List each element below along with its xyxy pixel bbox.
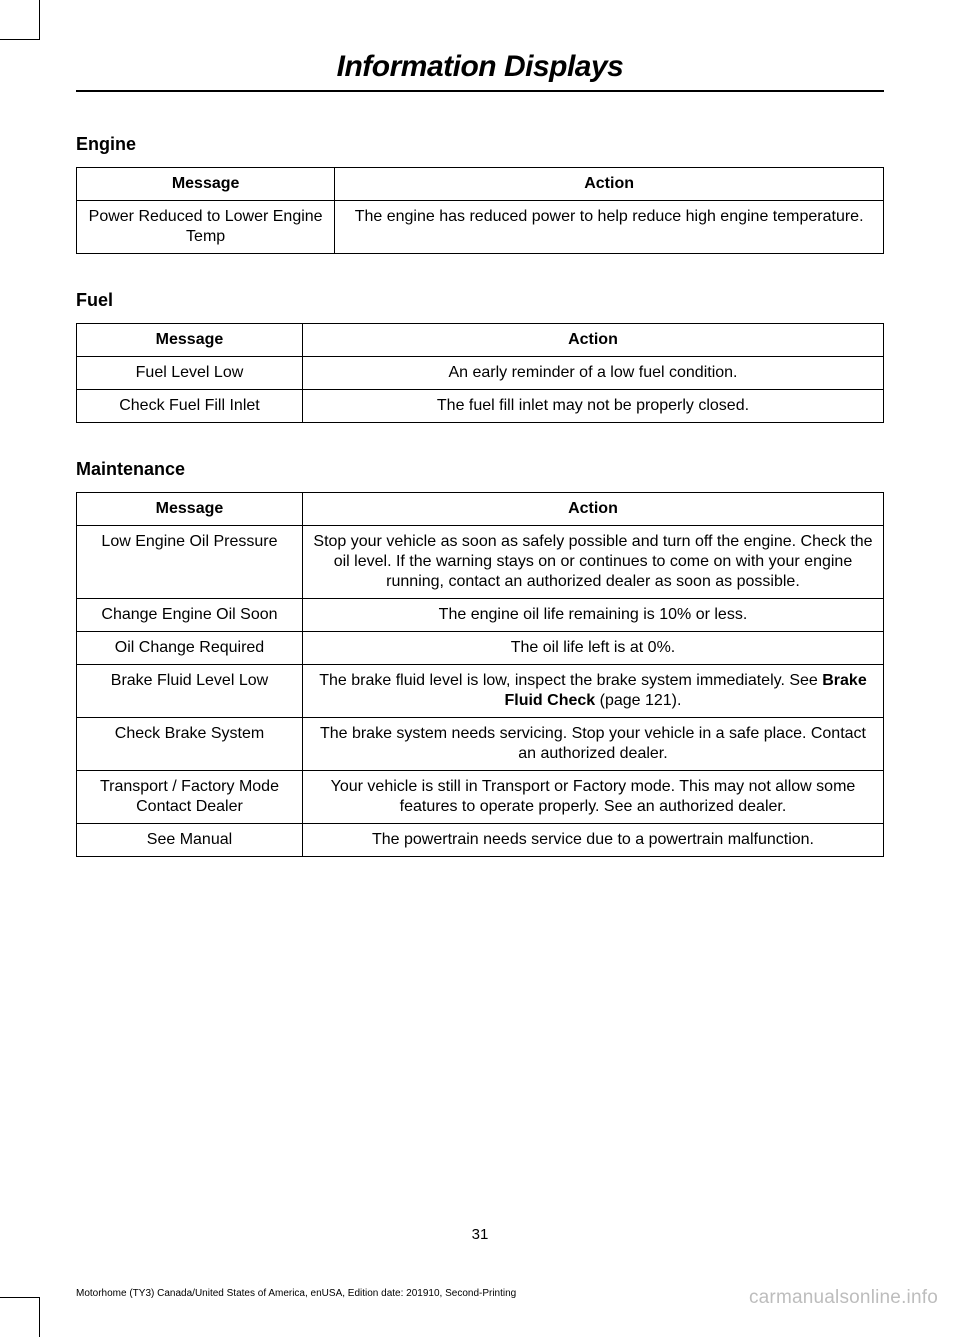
table-header-row: Message Action — [77, 493, 884, 526]
title-rule — [76, 90, 884, 92]
cell-action: The engine oil life remaining is 10% or … — [302, 599, 883, 632]
table-row: Change Engine Oil Soon The engine oil li… — [77, 599, 884, 632]
page-content: Information Displays Engine Message Acti… — [0, 0, 960, 857]
cell-message: Transport / Factory Mode Contact Dealer — [77, 771, 303, 824]
action-pre: The brake fluid level is low, inspect th… — [319, 672, 822, 689]
section-heading-engine: Engine — [76, 134, 884, 155]
cell-action: The powertrain needs service due to a po… — [302, 824, 883, 857]
header-action: Action — [335, 168, 884, 201]
section-heading-maintenance: Maintenance — [76, 459, 884, 480]
table-row: Brake Fluid Level Low The brake fluid le… — [77, 665, 884, 718]
cell-action: An early reminder of a low fuel conditio… — [302, 357, 883, 390]
cell-action: The brake system needs servicing. Stop y… — [302, 718, 883, 771]
fuel-table: Message Action Fuel Level Low An early r… — [76, 323, 884, 423]
cell-action: The oil life left is at 0%. — [302, 632, 883, 665]
crop-mark — [0, 1297, 40, 1337]
header-message: Message — [77, 493, 303, 526]
table-row: Check Brake System The brake system need… — [77, 718, 884, 771]
table-row: Transport / Factory Mode Contact Dealer … — [77, 771, 884, 824]
cell-message: See Manual — [77, 824, 303, 857]
cell-message: Change Engine Oil Soon — [77, 599, 303, 632]
cell-message: Fuel Level Low — [77, 357, 303, 390]
header-message: Message — [77, 324, 303, 357]
table-row: Check Fuel Fill Inlet The fuel fill inle… — [77, 390, 884, 423]
maintenance-table: Message Action Low Engine Oil Pressure S… — [76, 492, 884, 857]
cell-message: Oil Change Required — [77, 632, 303, 665]
table-header-row: Message Action — [77, 168, 884, 201]
header-message: Message — [77, 168, 335, 201]
table-row: Fuel Level Low An early reminder of a lo… — [77, 357, 884, 390]
watermark: carmanualsonline.info — [749, 1287, 938, 1309]
table-row: Oil Change Required The oil life left is… — [77, 632, 884, 665]
section-heading-fuel: Fuel — [76, 290, 884, 311]
header-action: Action — [302, 324, 883, 357]
table-row: See Manual The powertrain needs service … — [77, 824, 884, 857]
crop-mark — [0, 0, 40, 40]
cell-message: Check Brake System — [77, 718, 303, 771]
cell-action: Stop your vehicle as soon as safely poss… — [302, 526, 883, 599]
cell-action: The engine has reduced power to help red… — [335, 201, 884, 254]
cell-action: Your vehicle is still in Transport or Fa… — [302, 771, 883, 824]
table-header-row: Message Action — [77, 324, 884, 357]
cell-message: Check Fuel Fill Inlet — [77, 390, 303, 423]
cell-message: Low Engine Oil Pressure — [77, 526, 303, 599]
header-action: Action — [302, 493, 883, 526]
action-post: (page 121). — [595, 692, 681, 709]
cell-action: The brake fluid level is low, inspect th… — [302, 665, 883, 718]
chapter-title: Information Displays — [76, 50, 884, 84]
table-row: Low Engine Oil Pressure Stop your vehicl… — [77, 526, 884, 599]
cell-action: The fuel fill inlet may not be properly … — [302, 390, 883, 423]
cell-message: Brake Fluid Level Low — [77, 665, 303, 718]
page-number: 31 — [0, 1226, 960, 1243]
cell-message: Power Reduced to Lower Engine Temp — [77, 201, 335, 254]
footer-edition: Motorhome (TY3) Canada/United States of … — [76, 1288, 516, 1299]
engine-table: Message Action Power Reduced to Lower En… — [76, 167, 884, 254]
table-row: Power Reduced to Lower Engine Temp The e… — [77, 201, 884, 254]
